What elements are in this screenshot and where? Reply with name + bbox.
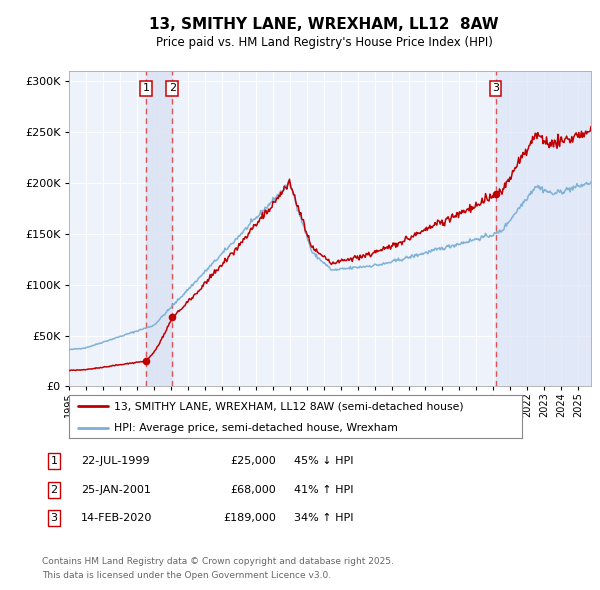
Text: 2: 2 xyxy=(50,485,58,494)
Text: 41% ↑ HPI: 41% ↑ HPI xyxy=(294,485,353,494)
Text: 3: 3 xyxy=(492,83,499,93)
Bar xyxy=(146,71,172,386)
Text: 22-JUL-1999: 22-JUL-1999 xyxy=(81,457,149,466)
Text: 1: 1 xyxy=(143,83,149,93)
Text: HPI: Average price, semi-detached house, Wrexham: HPI: Average price, semi-detached house,… xyxy=(115,422,398,432)
Text: Contains HM Land Registry data © Crown copyright and database right 2025.: Contains HM Land Registry data © Crown c… xyxy=(42,557,394,566)
Text: 13, SMITHY LANE, WREXHAM, LL12  8AW: 13, SMITHY LANE, WREXHAM, LL12 8AW xyxy=(149,17,499,32)
Text: 25-JAN-2001: 25-JAN-2001 xyxy=(81,485,151,494)
Text: 45% ↓ HPI: 45% ↓ HPI xyxy=(294,457,353,466)
Text: 2: 2 xyxy=(169,83,176,93)
Bar xyxy=(496,71,591,386)
Text: 14-FEB-2020: 14-FEB-2020 xyxy=(81,513,152,523)
Text: 34% ↑ HPI: 34% ↑ HPI xyxy=(294,513,353,523)
Text: 13, SMITHY LANE, WREXHAM, LL12 8AW (semi-detached house): 13, SMITHY LANE, WREXHAM, LL12 8AW (semi… xyxy=(115,401,464,411)
Text: £25,000: £25,000 xyxy=(230,457,276,466)
Text: 1: 1 xyxy=(50,457,58,466)
Text: Price paid vs. HM Land Registry's House Price Index (HPI): Price paid vs. HM Land Registry's House … xyxy=(155,36,493,49)
Text: 3: 3 xyxy=(50,513,58,523)
Text: £189,000: £189,000 xyxy=(223,513,276,523)
Text: £68,000: £68,000 xyxy=(230,485,276,494)
Text: This data is licensed under the Open Government Licence v3.0.: This data is licensed under the Open Gov… xyxy=(42,571,331,580)
